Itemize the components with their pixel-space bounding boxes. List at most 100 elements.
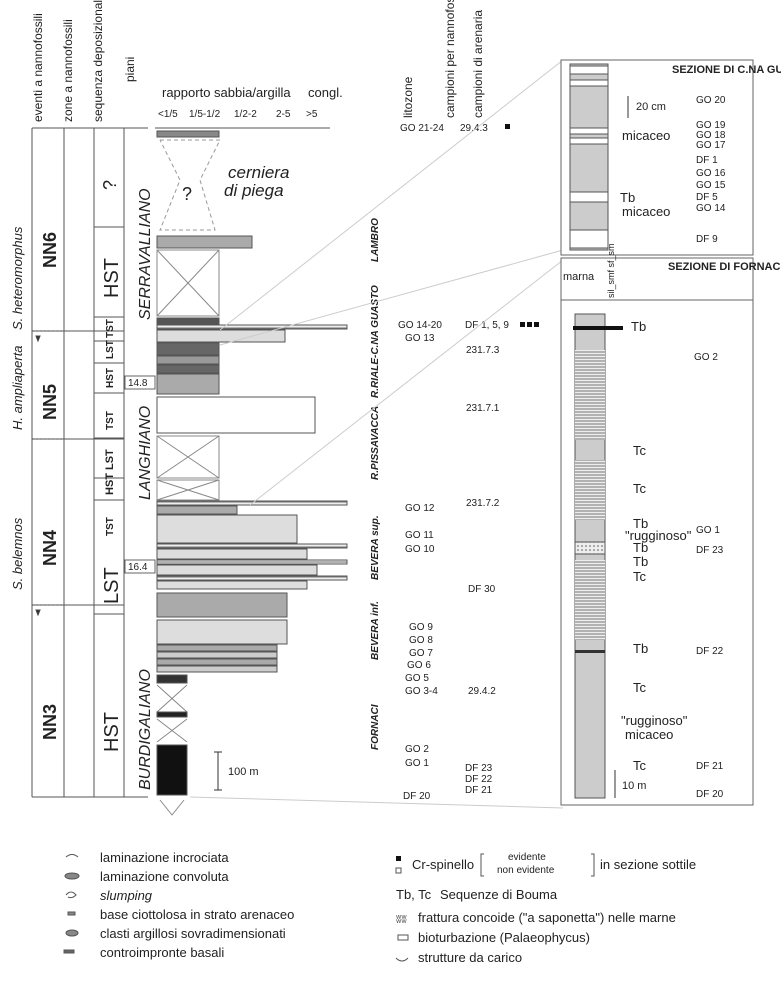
event-names: S. heteromorphus H. ampliaperta S. belem… <box>10 226 25 590</box>
sequence-hst-3: HST <box>104 473 116 495</box>
svg-text:Tb: Tb <box>633 554 648 569</box>
sequence-tst-2: TST <box>105 411 116 430</box>
svg-text:DF 30: DF 30 <box>468 584 496 595</box>
ratio-tick-5: >5 <box>306 109 318 120</box>
svg-text:DF 20: DF 20 <box>403 791 431 802</box>
scale-bar: 100 m <box>214 751 259 791</box>
svg-text:GO 7: GO 7 <box>409 648 433 659</box>
conchoidal-fracture-icon: ʬʬ <box>396 914 407 926</box>
litozone-bevera-inf: BEVERA inf. <box>370 601 381 660</box>
legend-right-2: strutture da carico <box>418 950 523 965</box>
sequence-tst-3: TST <box>105 517 116 536</box>
section-guasto: SEZIONE DI C.NA GUASTO 20 cm micaceo Tb … <box>560 59 781 256</box>
legend-left-3: base ciottolosa in strato arenaceo <box>100 907 295 922</box>
svg-text:GO 19: GO 19 <box>696 120 726 131</box>
svg-text:231.7.2: 231.7.2 <box>466 498 500 509</box>
svg-text:GO 12: GO 12 <box>405 503 435 514</box>
svg-text:GO 9: GO 9 <box>409 622 433 633</box>
svg-text:Tb: Tb <box>620 190 635 205</box>
svg-text:DF 22: DF 22 <box>696 646 724 657</box>
svg-text:micaceo: micaceo <box>622 128 670 143</box>
svg-text:DF 22: DF 22 <box>465 774 493 785</box>
svg-text:GO 3-4: GO 3-4 <box>405 686 438 697</box>
svg-text:100 m: 100 m <box>228 766 259 778</box>
svg-text:Tc: Tc <box>633 481 647 496</box>
svg-text:GO 1: GO 1 <box>696 525 720 536</box>
sequence-lst-1: LST <box>105 340 116 359</box>
litozone-pissavacca: R.PISSAVACCA <box>370 406 381 480</box>
header-campioni-nanno: campioni per nannofossili calcarei <box>443 0 457 118</box>
litozone-bevera-sup: BEVERA sup. <box>370 515 381 580</box>
nanno-samples: GO 21-24 GO 14-20 GO 13 GO 12 GO 11 GO 1… <box>398 123 444 802</box>
event-heteromorphus: S. heteromorphus <box>10 226 25 330</box>
svg-text:DF 21: DF 21 <box>465 785 493 796</box>
svg-text:DF 5: DF 5 <box>696 192 718 203</box>
zone-nn6: NN6 <box>40 232 60 268</box>
sequence-names: ? HST TST LST HST TST LST HST TST LST HS… <box>100 180 123 752</box>
svg-text:Tc: Tc <box>633 569 647 584</box>
svg-text:Tc: Tc <box>633 680 647 695</box>
ratio-tick-4: 2-5 <box>276 109 291 120</box>
svg-text:GO 15: GO 15 <box>696 180 726 191</box>
left-columns-frame <box>31 127 148 798</box>
sequence-lst-3: LST <box>101 567 123 604</box>
header-rapporto: rapporto sabbia/argilla <box>162 85 291 100</box>
bracket-left <box>480 853 484 877</box>
svg-text:GO 5: GO 5 <box>405 673 429 684</box>
svg-text:"rugginoso": "rugginoso" <box>625 528 692 543</box>
svg-text:DF 1, 5, 9: DF 1, 5, 9 <box>465 320 509 331</box>
sequence-tst-1: TST <box>105 319 116 338</box>
svg-text:GO 14: GO 14 <box>696 203 726 214</box>
svg-text:Tb: Tb <box>633 540 648 555</box>
legend-icons-right: ʬʬ <box>395 853 595 962</box>
svg-text:DF 9: DF 9 <box>696 234 718 245</box>
svg-text:micaceo: micaceo <box>625 727 673 742</box>
svg-text:di piega: di piega <box>224 181 284 200</box>
legend-bouma-key: Tb, Tc <box>396 887 432 902</box>
fold-hinge-label: cerniera di piega ? <box>182 163 289 204</box>
legend-right-0: frattura concoide ("a saponetta") nelle … <box>418 910 676 925</box>
svg-text:GO 20: GO 20 <box>696 95 726 106</box>
legend-left-0: laminazione incrociata <box>100 850 229 865</box>
ratio-tick-1: <1/5 <box>158 109 178 120</box>
pebbly-base-icon <box>67 911 76 916</box>
sequence-unknown: ? <box>100 180 120 190</box>
sequence-hst-1: HST <box>101 258 123 298</box>
convolute-lamination-icon <box>64 872 80 880</box>
load-structure-icon <box>395 957 409 962</box>
stage-serravalliano: SERRAVALLIANO <box>137 188 154 320</box>
svg-text:10 m: 10 m <box>622 780 646 792</box>
age-14-8: 14.8 <box>128 378 148 389</box>
bioturbation-icon <box>397 934 409 941</box>
svg-text:sil_smf sf_sm: sil_smf sf_sm <box>606 243 616 298</box>
legend-left-1: laminazione convoluta <box>100 869 229 884</box>
zone-nn5: NN5 <box>40 384 60 420</box>
svg-text:Tb: Tb <box>631 319 646 334</box>
legend-right-1: bioturbazione (Palaeophycus) <box>418 930 590 945</box>
sequence-lst-2: LST <box>104 449 116 470</box>
svg-text:Tc: Tc <box>633 758 647 773</box>
svg-text:Tb: Tb <box>633 516 648 531</box>
svg-text:SEZIONE DI FORNACI: SEZIONE DI FORNACI <box>668 261 781 273</box>
svg-text:Tc: Tc <box>633 443 647 458</box>
legend-left-5: controimpronte basali <box>100 945 225 960</box>
section-fornaci: marna sil_smf sf_sm SEZIONE DI FORNACI T… <box>560 243 781 806</box>
svg-text:micaceo: micaceo <box>622 204 670 219</box>
zone-nn4: NN4 <box>40 530 60 566</box>
cross-lamination-icon <box>65 854 79 858</box>
clay-clast-icon <box>65 929 79 937</box>
svg-text:DF 1: DF 1 <box>696 155 718 166</box>
stage-langhiano: LANGHIANO <box>137 406 154 500</box>
svg-text:GO 21-24: GO 21-24 <box>400 123 444 134</box>
litozone-riale: R.RIALE-C.NA GUASTO <box>370 285 381 398</box>
legend-spinel-suffix: in sezione sottile <box>600 857 697 872</box>
svg-text:GO 2: GO 2 <box>694 352 718 363</box>
age-16-4: 16.4 <box>128 562 148 573</box>
svg-text:29.4.3: 29.4.3 <box>460 123 488 134</box>
svg-text:SEZIONE DI C.NA GUASTO: SEZIONE DI C.NA GUASTO <box>672 64 781 76</box>
event-markers <box>32 330 64 617</box>
svg-text:GO 8: GO 8 <box>409 635 433 646</box>
sole-mark-icon <box>63 949 75 954</box>
legend-spinel-label: Cr-spinello <box>412 857 475 872</box>
legend-spinel-not-evident: non evidente <box>497 865 555 876</box>
